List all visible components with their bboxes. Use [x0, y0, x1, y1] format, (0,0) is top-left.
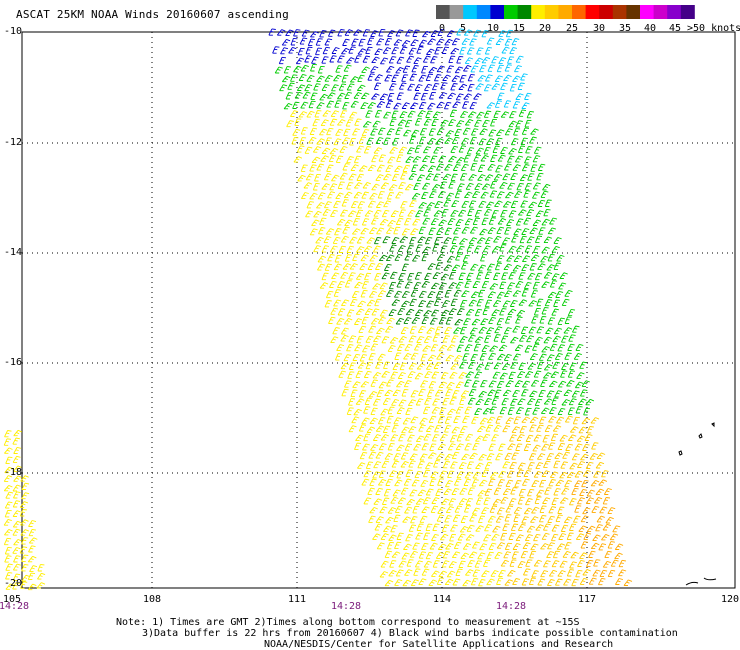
island-2: [711, 422, 715, 428]
wind-barbs: [3, 28, 633, 591]
lat-label-16: -16: [3, 357, 22, 368]
scale-swatch: [436, 5, 450, 19]
island-outlines: [678, 422, 717, 586]
time-label-2: 14:28: [330, 601, 362, 612]
island-1: [698, 433, 703, 439]
wind-barb-group: [484, 415, 609, 587]
lon-label-120: 120: [720, 594, 740, 605]
lat-label-12: -12: [3, 137, 22, 148]
scale-swatch: [667, 5, 682, 19]
lon-label-114: 114: [432, 594, 452, 605]
scale-swatch: [653, 5, 668, 19]
scale-swatch: [544, 5, 559, 19]
scale-swatch: [626, 5, 641, 19]
island-3: [678, 450, 683, 456]
scale-label: 5: [460, 23, 466, 34]
lon-label-117: 117: [577, 594, 597, 605]
time-label-3: 14:28: [495, 601, 527, 612]
scale-label: 25: [566, 23, 578, 34]
scale-label: 10: [487, 23, 499, 34]
scale-swatch: [531, 5, 546, 19]
wind-barb-group: [268, 28, 482, 110]
scale-label: 40: [644, 23, 656, 34]
scale-label: 15: [513, 23, 525, 34]
lat-label-20: -20: [3, 578, 22, 589]
note-line-1: Note: 1) Times are GMT 2)Times along bot…: [116, 617, 580, 628]
scale-label: 35: [619, 23, 631, 34]
scale-swatch: [504, 5, 518, 19]
lat-label-10: -10: [3, 26, 22, 37]
scale-swatch: [640, 5, 654, 19]
scale-label: 45: [669, 23, 681, 34]
scale-swatch: [599, 5, 614, 19]
lat-label-18: -18: [3, 467, 22, 478]
scale-swatch: [463, 5, 478, 19]
scale-swatch: [572, 5, 586, 19]
scale-label: 0: [439, 23, 445, 34]
lon-label-108: 108: [142, 594, 162, 605]
scale-swatch: [476, 5, 491, 19]
wind-barb-group: [571, 479, 633, 586]
wind-barb-group: [274, 63, 595, 416]
scale-swatch: [517, 5, 532, 19]
scale-label: 30: [593, 23, 605, 34]
scale-swatch: [449, 5, 464, 19]
lon-label-105: 105: [2, 594, 22, 605]
note-line-3: NOAA/NESDIS/Center for Satellite Applica…: [264, 639, 614, 650]
scale-swatch: [558, 5, 573, 19]
scale-label: 20: [539, 23, 551, 34]
scale-swatch: [680, 5, 695, 19]
chart-title: ASCAT 25KM NOAA Winds 20160607 ascending: [16, 8, 289, 21]
wind-barb-group: [456, 28, 532, 109]
scale-swatch: [585, 5, 600, 19]
time-label-1: 14:28: [0, 601, 30, 612]
wind-speed-color-scale: 0 5 10 15 20 25 30 35 40 45 >50 knots: [436, 5, 740, 34]
lon-label-111: 111: [287, 594, 307, 605]
wind-barb-group: [3, 110, 511, 591]
note-line-2: 3)Data buffer is 22 hrs from 20160607 4)…: [142, 628, 678, 639]
scale-swatch: [612, 5, 627, 19]
lat-label-14: -14: [3, 247, 22, 258]
scale-label: >50 knots: [687, 23, 740, 34]
island-4: [685, 577, 717, 586]
wind-barb-group: [373, 236, 465, 326]
scale-swatch: [490, 5, 505, 19]
